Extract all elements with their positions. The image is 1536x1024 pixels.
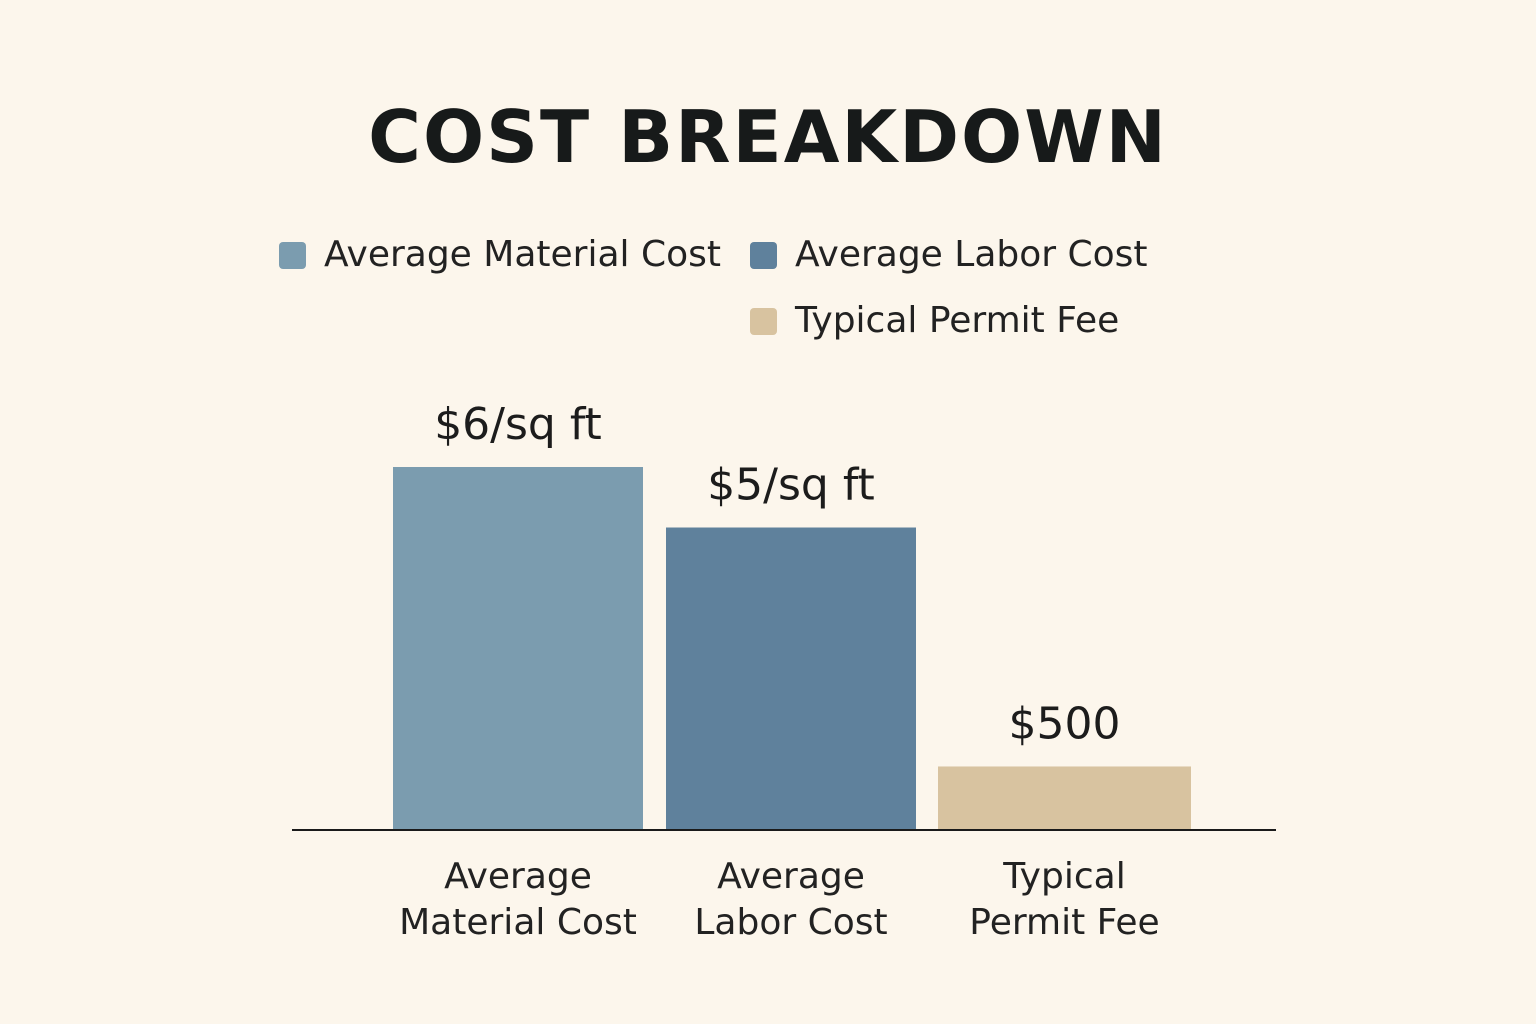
bar-2	[666, 527, 916, 830]
legend-label-permit: Typical Permit Fee	[795, 300, 1120, 341]
legend-swatch-labor	[750, 241, 777, 269]
bar-1	[393, 467, 643, 830]
category-label-1-line-2: Material Cost	[399, 902, 637, 943]
chart-title: COST BREAKDOWN	[368, 95, 1168, 179]
category-label-1-line-1: Average	[444, 856, 592, 897]
category-label-2-line-2: Labor Cost	[694, 902, 887, 943]
legend-item-labor: Average Labor Cost	[750, 233, 1148, 277]
category-label-2-line-1: Average	[717, 856, 865, 897]
legend-swatch-material	[279, 241, 306, 269]
value-label-1: $6/sq ft	[434, 399, 602, 450]
category-labels-group: Average Material Cost Average Labor Cost Typ…	[399, 856, 1160, 943]
category-label-3-line-2: Permit Fee	[969, 902, 1159, 943]
legend-label-material: Average Material Cost	[324, 234, 722, 275]
value-labels-group: $6/sq ft $5/sq ft $500	[434, 399, 1120, 749]
value-label-3: $500	[1009, 698, 1121, 749]
legend-label-labor: Average Labor Cost	[795, 234, 1148, 275]
category-label-3-line-1: Typical	[1002, 856, 1125, 897]
legend-item-material: Average Material Cost	[279, 233, 721, 277]
value-label-2: $5/sq ft	[707, 460, 875, 511]
bar-3	[938, 766, 1191, 830]
bars-group	[393, 467, 1191, 830]
legend-item-permit: Typical Permit Fee	[750, 299, 1119, 343]
legend-swatch-permit	[750, 307, 777, 335]
